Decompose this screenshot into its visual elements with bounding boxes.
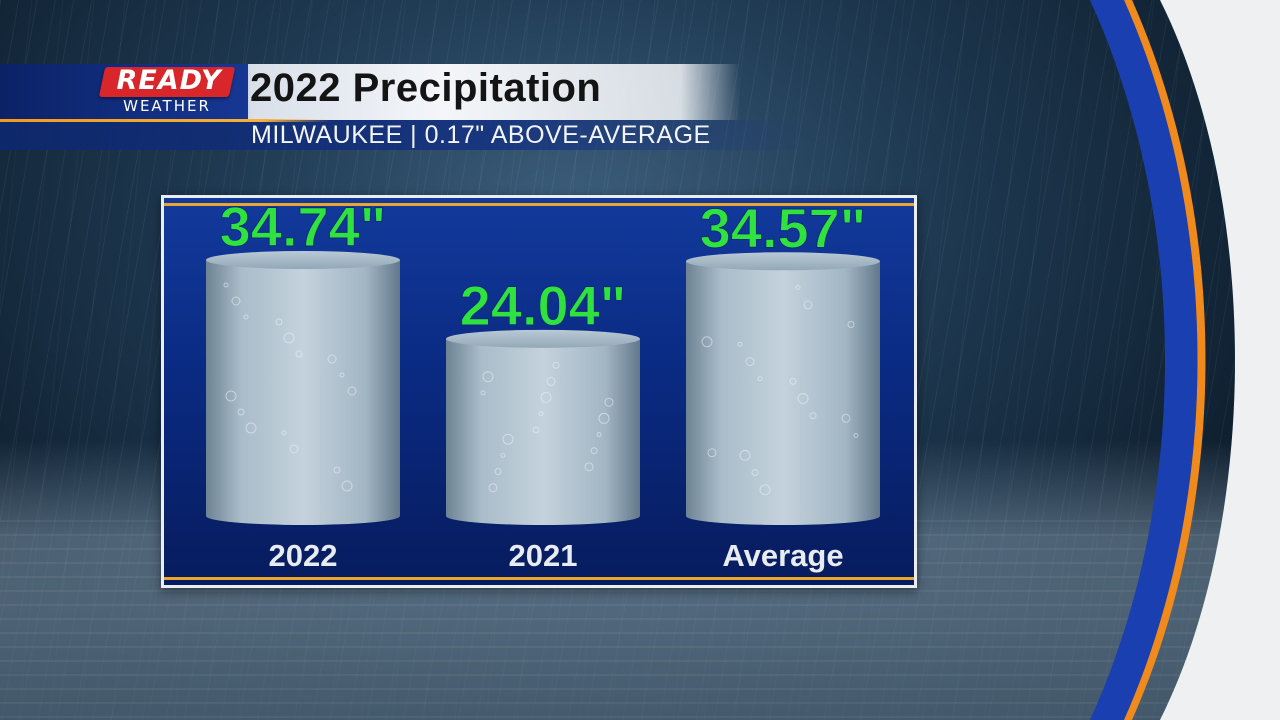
bubble-texture [275,318,283,326]
category-label: 2021 [509,538,578,573]
bubble-texture [245,422,257,434]
bubble-texture [604,397,614,407]
bubble-texture [739,449,751,461]
panel-top-accent [164,203,914,206]
bar-2022: 34.74" 2022 [206,198,400,573]
category-label: 2022 [269,538,338,573]
bubble-texture [809,412,817,420]
value-label: 24.04" [460,274,627,337]
bubble-texture [532,426,540,434]
bubble-texture [225,390,237,402]
bubble-texture [759,484,771,496]
bar-body [686,261,880,525]
bar-body [206,260,400,525]
bubble-texture [283,332,295,344]
bubble-texture [803,300,813,310]
bubble-texture [707,448,717,458]
bubble-texture [339,372,345,378]
bubble-texture [281,430,287,436]
logo-ready-text: READY [116,65,222,96]
bubble-texture [480,390,486,396]
bubble-texture [590,447,598,455]
bubble-texture [596,432,602,438]
panel-bottom-accent [164,577,914,580]
bubble-texture [494,468,502,476]
bubble-texture [598,412,610,424]
bubble-texture [231,296,241,306]
page-subtitle: MILWAUKEE | 0.17" ABOVE-AVERAGE [251,121,711,149]
accent-line [0,119,330,122]
bubble-texture [538,411,544,417]
bubble-texture [847,321,855,329]
bubble-texture [488,483,498,493]
bubble-texture [751,469,759,477]
bar-2021: 24.04" 2021 [446,273,640,573]
bubble-texture [243,314,249,320]
bar-top [446,329,640,348]
value-label: 34.74" [220,198,387,258]
bubble-texture [502,433,514,445]
bubble-texture [327,354,337,364]
bubble-texture [295,350,303,358]
bubble-texture [540,392,552,404]
bubble-texture [341,480,353,492]
logo-weather-text: WEATHER [123,97,211,115]
bubble-texture [333,466,341,474]
bubble-texture [482,371,494,383]
bubble-texture [584,462,594,472]
bar-top [206,251,400,269]
precipitation-chart: 34.74" 2022 24.04" 2021 34.57" Average [206,198,880,573]
bubble-texture [745,357,755,367]
bubble-texture [841,413,851,423]
bubble-texture [500,452,506,458]
bubble-texture [552,361,560,369]
category-label: Average [722,538,843,573]
bar-top [686,252,880,271]
bubble-texture [789,377,797,385]
chart-panel: 34.74" 2022 24.04" 2021 34.57" Average [161,195,917,588]
bubble-texture [853,433,859,439]
bubble-texture [237,408,245,416]
bubble-texture [701,336,713,348]
subtitle-bar [0,120,820,150]
page-title: 2022 Precipitation [250,66,602,110]
bar-average: 34.57" Average [686,198,880,573]
bubble-texture [347,386,357,396]
ready-weather-logo: READY WEATHER [98,65,236,117]
bar-body [446,338,640,525]
bubble-texture [546,376,556,386]
bubble-texture [797,393,809,405]
bubble-texture [757,376,763,382]
bubble-texture [737,341,743,347]
bubble-texture [223,282,229,288]
bubble-texture [795,285,801,291]
bubble-texture [289,444,299,454]
value-label: 34.57" [700,198,867,259]
